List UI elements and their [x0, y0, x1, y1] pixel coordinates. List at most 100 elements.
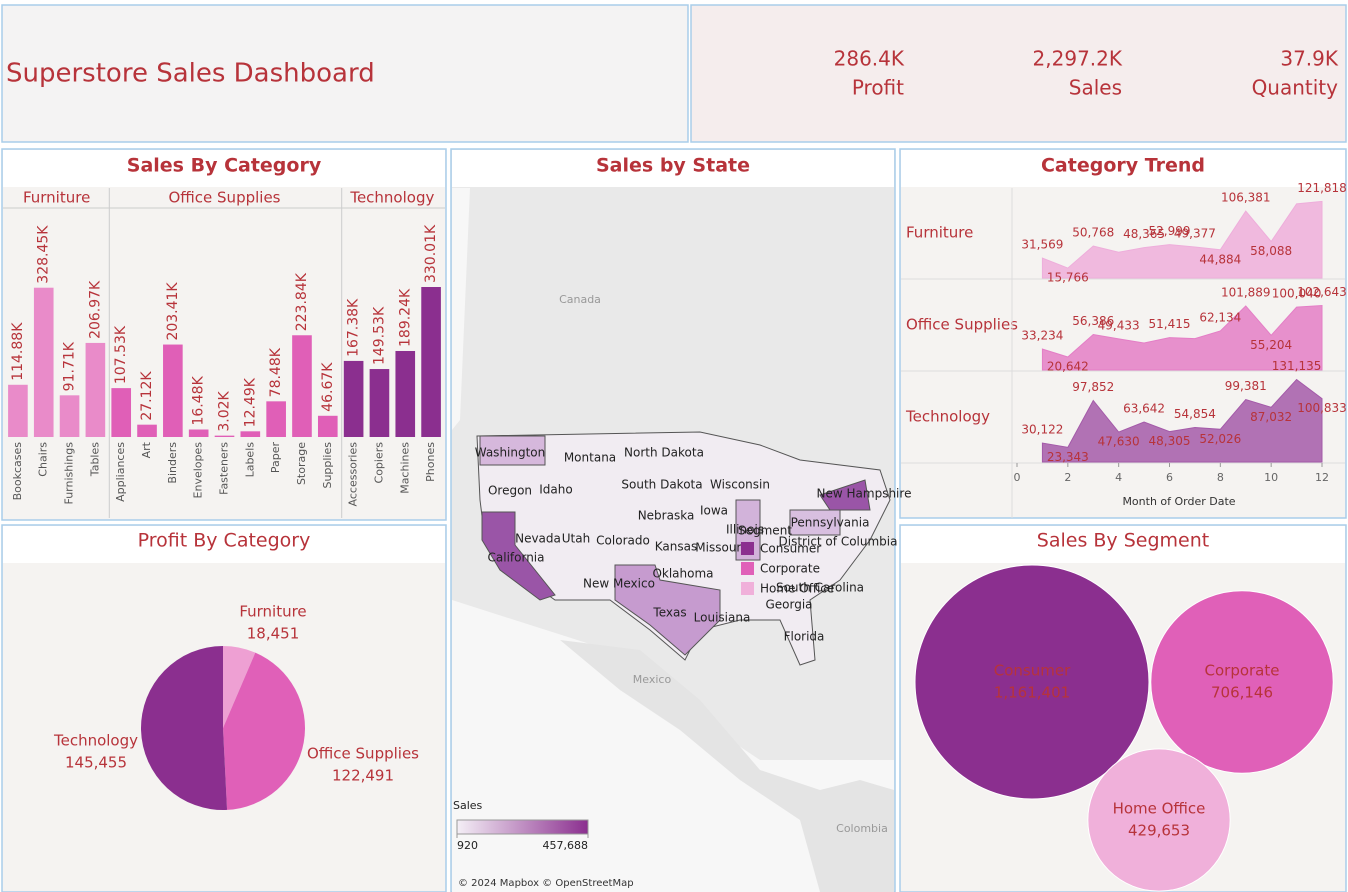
value-label: 23,343: [1047, 450, 1089, 464]
row-label: Technology: [905, 408, 990, 426]
place-label: Mexico: [633, 673, 672, 686]
bubble: [914, 564, 1150, 800]
x-tick-label: Appliances: [114, 442, 127, 502]
value-label: 149.53K: [371, 306, 387, 365]
slice-label: Office Supplies: [307, 745, 419, 763]
state-label: Wisconsin: [710, 478, 770, 492]
bar: [266, 401, 286, 437]
value-label: 102,643: [1297, 285, 1347, 299]
bubble-label: Consumer: [994, 662, 1071, 680]
x-tick-label: Copiers: [372, 442, 385, 484]
bar: [317, 415, 338, 437]
slice-value: 122,491: [332, 767, 394, 785]
state: [614, 564, 721, 656]
state-label: Texas: [652, 606, 686, 620]
row-label: Office Supplies: [906, 316, 1018, 334]
state-label: Missouri: [695, 541, 744, 555]
x-tick-label: Machines: [398, 442, 411, 494]
state-label: Oklahoma: [652, 567, 713, 581]
chart-title: Profit By Category: [138, 530, 311, 552]
x-tick-label: Paper: [269, 442, 282, 474]
value-label: 114.88K: [10, 322, 26, 381]
value-label: 131,135: [1272, 359, 1322, 373]
bar: [292, 335, 312, 437]
bar: [33, 287, 54, 437]
value-label: 78.48K: [268, 347, 284, 397]
value-label: 52,026: [1199, 432, 1241, 446]
value-label: 46.67K: [320, 362, 336, 412]
bubble-value: 706,146: [1211, 684, 1273, 702]
dashboard-title: Superstore Sales Dashboard: [6, 59, 375, 89]
value-label: 167.38K: [346, 298, 362, 357]
x-tick-label: Supplies: [321, 442, 334, 489]
state-label: Idaho: [539, 483, 572, 497]
x-tick-label: Fasteners: [218, 442, 231, 495]
value-label: 50,768: [1072, 226, 1114, 240]
x-tick-label: Labels: [243, 442, 256, 478]
state-label: Montana: [564, 451, 616, 465]
value-label: 91.71K: [62, 341, 78, 391]
legend-label: Home Office: [760, 582, 834, 596]
value-label: 47,630: [1098, 435, 1140, 449]
state: [479, 435, 546, 466]
legend-swatch: [741, 582, 754, 595]
value-label: 33,234: [1021, 329, 1063, 343]
state-label: Utah: [562, 532, 590, 546]
legend-swatch: [741, 542, 754, 555]
slice-label: Technology: [53, 732, 138, 750]
place-label: Canada: [559, 293, 601, 306]
title-band: [901, 150, 1345, 187]
value-label: 44,884: [1199, 252, 1241, 266]
x-tick-label: Binders: [166, 442, 179, 484]
bar: [343, 360, 364, 437]
legend-label: Consumer: [760, 542, 821, 556]
bar: [369, 369, 390, 437]
kpi-value: 37.9K: [1280, 47, 1339, 71]
x-tick-label: 6: [1166, 471, 1173, 484]
value-label: 223.84K: [294, 272, 310, 331]
value-label: 189.24K: [397, 288, 413, 347]
state-label: South Carolina: [776, 581, 864, 595]
x-axis-label: Month of Order Date: [1122, 495, 1235, 508]
value-label: 48,365: [1123, 227, 1165, 241]
state-label: New Hampshire: [817, 487, 912, 501]
x-tick-label: 2: [1064, 471, 1071, 484]
kpi-value: 2,297.2K: [1033, 47, 1123, 71]
x-tick-label: 0: [1014, 471, 1021, 484]
bubble-value: 1,161,401: [994, 684, 1070, 702]
x-tick-label: Furnishings: [63, 442, 76, 505]
value-label: 87,032: [1250, 410, 1292, 424]
state: [481, 511, 556, 601]
slice-value: 18,451: [247, 625, 300, 643]
pie-slice: [141, 646, 228, 810]
value-label: 56,386: [1072, 314, 1114, 328]
kpi-pane: [690, 4, 1347, 143]
value-label: 97,852: [1072, 380, 1114, 394]
kpi-label: Sales: [1069, 76, 1122, 100]
bar: [163, 344, 183, 437]
credit: © 2024 Mapbox © OpenStreetMap: [458, 878, 634, 889]
x-tick-label: Storage: [295, 442, 308, 485]
bar: [137, 424, 157, 437]
state-label: Nebraska: [638, 509, 695, 523]
value-label: 106,381: [1221, 191, 1271, 205]
state-label: Louisiana: [694, 611, 751, 625]
kpi-label: Quantity: [1252, 76, 1339, 100]
value-label: 100,833: [1297, 401, 1347, 415]
area: [1041, 200, 1323, 279]
x-tick-label: Art: [140, 441, 153, 458]
x-tick-label: 10: [1264, 471, 1278, 484]
header-pane: [1, 4, 689, 143]
legend-swatch: [741, 562, 754, 575]
value-label: 27.12K: [139, 371, 155, 421]
bar: [395, 350, 416, 437]
slice-label: Furniture: [239, 603, 306, 621]
title-band: [452, 150, 894, 187]
group-label: Furniture: [23, 189, 90, 207]
value-label: 101,889: [1221, 285, 1271, 299]
state-label: District of Columbia: [779, 535, 898, 549]
state: [819, 479, 871, 511]
state-label: Florida: [784, 630, 825, 644]
ocean: [452, 600, 894, 892]
bar: [240, 431, 261, 437]
